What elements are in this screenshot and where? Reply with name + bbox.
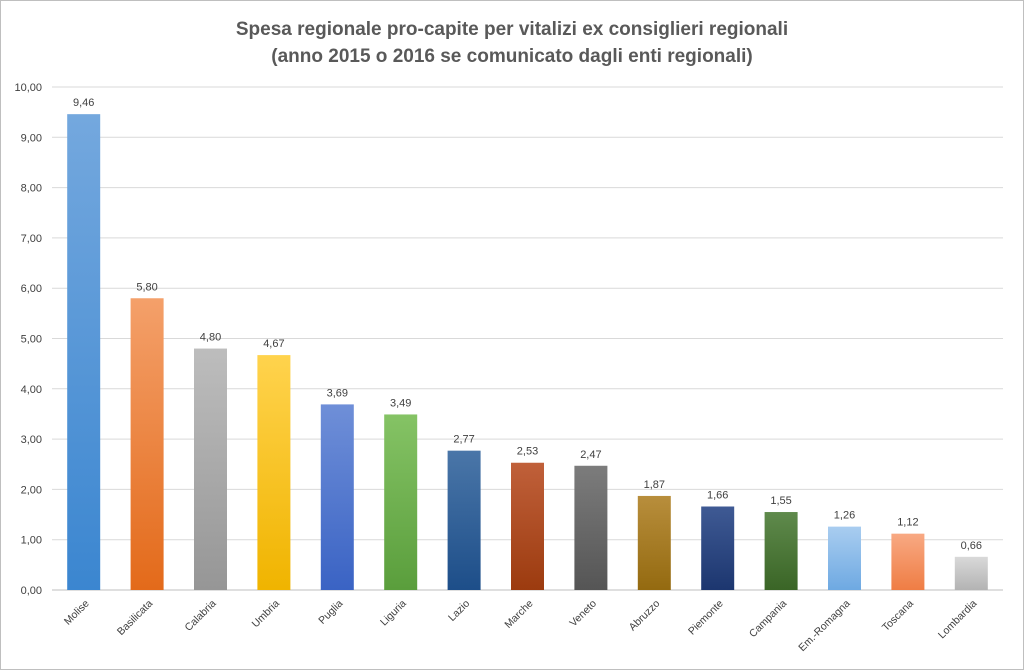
bar-veneto bbox=[574, 465, 608, 590]
y-tick-label: 9,00 bbox=[21, 132, 42, 144]
chart-title-line-2: (anno 2015 o 2016 se comunicato dagli en… bbox=[271, 46, 752, 67]
data-label: 3,49 bbox=[390, 397, 411, 409]
data-label: 2,53 bbox=[517, 446, 538, 458]
bar-liguria bbox=[384, 414, 418, 590]
data-label: 2,77 bbox=[453, 434, 474, 446]
category-label: Abruzzo bbox=[627, 598, 663, 634]
data-labels: 9,46 5,80 4,80 4,67 3,69 3,49 2,77 2,53 2,47 1,87… bbox=[73, 97, 982, 552]
y-tick-label: 6,00 bbox=[21, 283, 42, 295]
bar-molise bbox=[67, 114, 101, 591]
bar-puglia bbox=[320, 404, 354, 590]
bar-calabria bbox=[194, 348, 227, 590]
bars bbox=[67, 114, 988, 591]
data-label: 1,87 bbox=[644, 479, 665, 491]
bar-umbria bbox=[257, 355, 291, 590]
category-label: Umbria bbox=[250, 598, 283, 631]
y-tick-label: 3,00 bbox=[21, 434, 42, 446]
bar-piemonte bbox=[701, 506, 735, 590]
category-label: Molise bbox=[62, 598, 92, 628]
y-axis-tick-labels: 0,00 1,00 2,00 3,00 4,00 5,00 6,00 7,00 8,00 9,00… bbox=[14, 82, 42, 597]
bar-lazio bbox=[447, 450, 481, 590]
y-tick-label: 1,00 bbox=[21, 535, 42, 547]
bar-campania bbox=[764, 512, 798, 590]
bar-marche bbox=[511, 462, 544, 590]
y-tick-label: 0,00 bbox=[21, 585, 42, 597]
category-label: Piemonte bbox=[686, 598, 726, 638]
bar-toscana bbox=[891, 533, 925, 590]
data-label: 4,80 bbox=[200, 332, 221, 344]
category-label: Puglia bbox=[316, 598, 345, 627]
category-label: Lazio bbox=[446, 598, 472, 624]
bar-lombardia bbox=[954, 556, 988, 590]
category-label: Basilicata bbox=[115, 598, 155, 638]
bar-basilicata bbox=[130, 298, 164, 590]
category-label: Calabria bbox=[182, 598, 218, 634]
y-tick-label: 10,00 bbox=[14, 82, 42, 94]
data-label: 5,80 bbox=[136, 281, 157, 293]
y-tick-label: 5,00 bbox=[21, 334, 42, 346]
y-tick-label: 2,00 bbox=[21, 484, 42, 496]
bar-abruzzo bbox=[637, 495, 671, 590]
data-label: 1,55 bbox=[770, 495, 791, 507]
category-label: Campania bbox=[747, 598, 789, 640]
chart-title-line-1: Spesa regionale pro-capite per vitalizi … bbox=[236, 19, 788, 40]
data-label: 9,46 bbox=[73, 97, 94, 109]
category-label: Toscana bbox=[880, 598, 916, 634]
y-tick-label: 7,00 bbox=[21, 233, 42, 245]
category-label: Em.-Romagna bbox=[796, 598, 852, 654]
category-label: Marche bbox=[502, 598, 535, 631]
category-label: Veneto bbox=[567, 598, 599, 630]
y-tick-label: 4,00 bbox=[21, 384, 42, 396]
data-label: 0,66 bbox=[961, 540, 982, 552]
category-label: Lombardia bbox=[936, 598, 980, 642]
x-axis-category-labels: Molise Basilicata Calabria Umbria Puglia Ligu… bbox=[62, 598, 980, 654]
data-label: 1,12 bbox=[897, 517, 918, 529]
category-label: Liguria bbox=[378, 598, 409, 629]
y-tick-label: 8,00 bbox=[21, 183, 42, 195]
bar-em-romagna bbox=[828, 526, 861, 590]
data-label: 1,66 bbox=[707, 490, 728, 502]
data-label: 3,69 bbox=[327, 387, 348, 399]
data-label: 1,26 bbox=[834, 510, 855, 522]
data-label: 2,47 bbox=[580, 449, 601, 461]
data-label: 4,67 bbox=[263, 338, 284, 350]
